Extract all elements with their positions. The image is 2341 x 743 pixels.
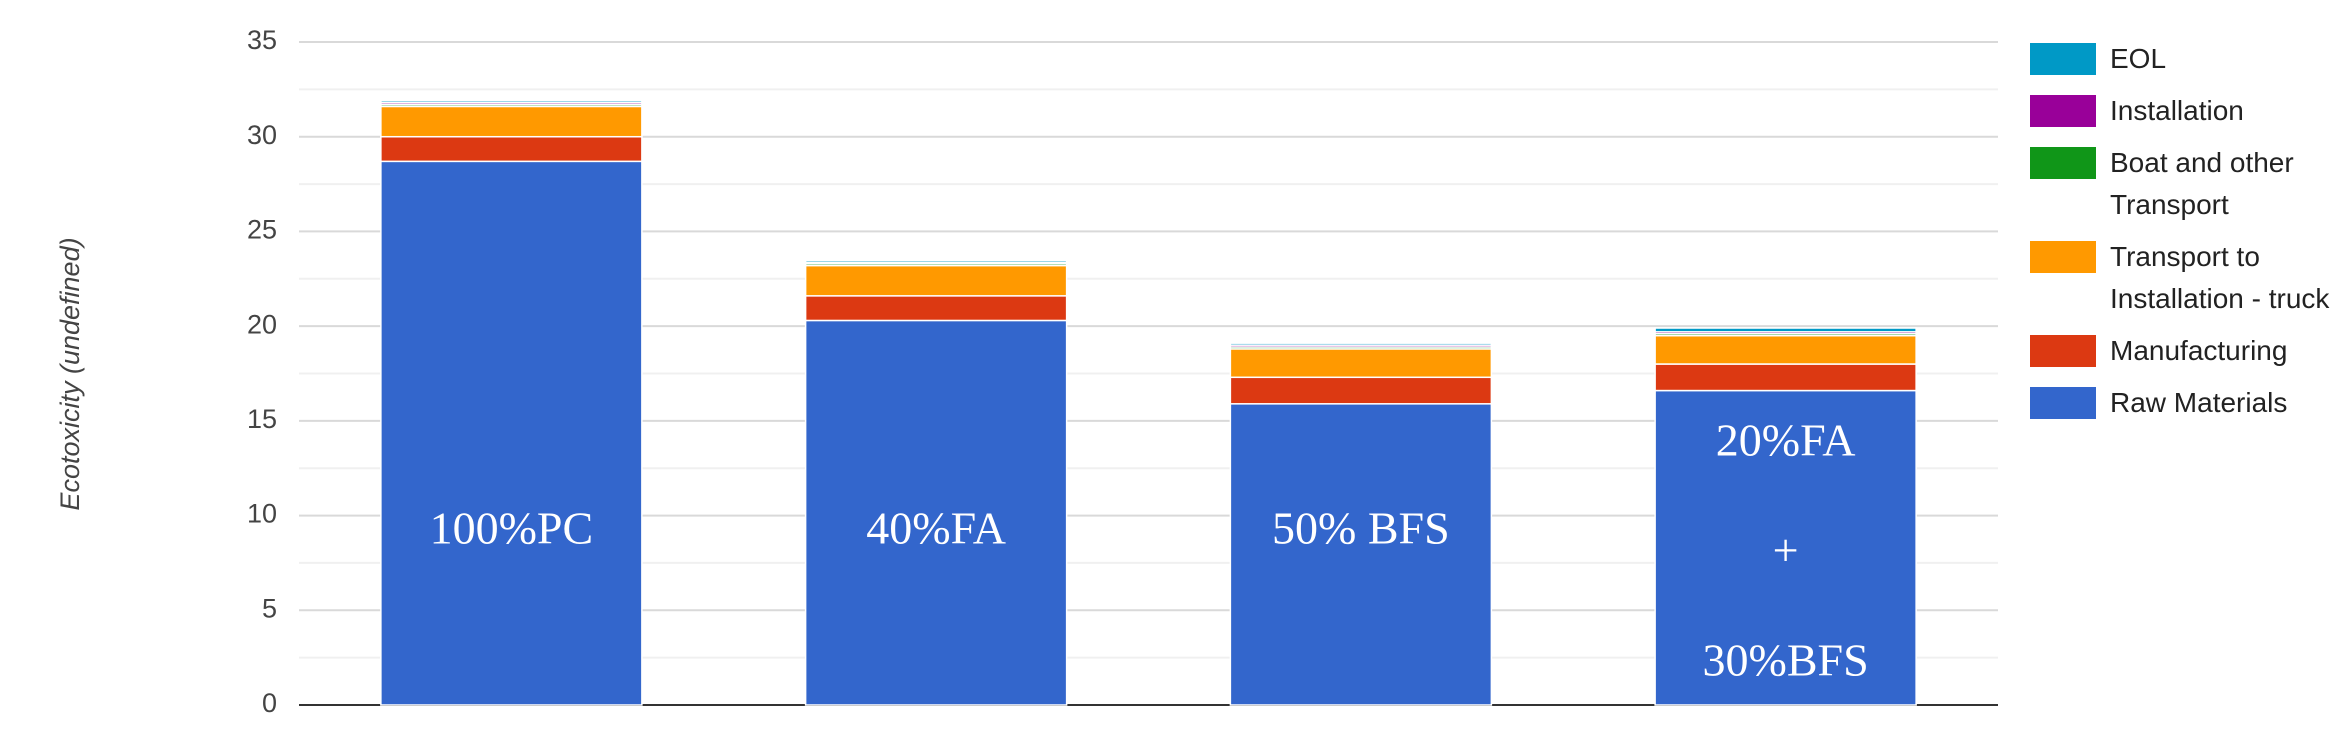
y-tick-label: 30 (247, 120, 277, 150)
legend-item: Installation (2030, 90, 2330, 132)
bar-segment (804, 264, 1068, 297)
bar-segment (1654, 389, 1917, 706)
bar-segment (1229, 403, 1493, 706)
legend-item: Raw Materials (2030, 382, 2330, 424)
legend: EOL Installation Boat and other Transport T… (2030, 38, 2330, 434)
legend-label: Transport to Installation - truck (2110, 241, 2330, 314)
bar-segment (380, 160, 643, 706)
legend-swatch (2030, 43, 2096, 75)
legend-swatch (2030, 387, 2096, 419)
y-tick-label: 20 (247, 309, 277, 339)
legend-label: Raw Materials (2110, 387, 2288, 418)
y-tick-label: 0 (262, 688, 277, 718)
legend-label: EOL (2110, 43, 2167, 74)
bar-label: 100%PC (430, 503, 594, 554)
bar-segment (804, 295, 1068, 322)
bar-segment (804, 260, 1068, 264)
bar-segment (1654, 334, 1917, 365)
legend-swatch (2030, 95, 2096, 127)
bar-segment (380, 135, 643, 163)
bar-segment (804, 319, 1068, 706)
bar-segment (1654, 363, 1917, 392)
legend-label: Manufacturing (2110, 335, 2288, 366)
y-tick-label: 35 (247, 25, 277, 55)
bar-segment (1229, 376, 1493, 405)
bar-label: 20%FA (1716, 415, 1856, 466)
y-tick-label: 10 (247, 499, 277, 529)
bar-segment (380, 99, 643, 104)
legend-swatch (2030, 241, 2096, 273)
legend-swatch (2030, 335, 2096, 367)
legend-label: Boat and other Transport (2110, 147, 2294, 220)
bar-label: 40%FA (866, 503, 1006, 554)
legend-label: Installation (2110, 95, 2244, 126)
bar-segment (1654, 327, 1917, 333)
bar-label: 30%BFS (1703, 635, 1869, 686)
bar-segment (380, 105, 643, 138)
legend-item: Manufacturing (2030, 330, 2330, 372)
bar-segment (1229, 342, 1493, 346)
bar-segment (1229, 348, 1493, 379)
legend-swatch (2030, 147, 2096, 179)
legend-item: EOL (2030, 38, 2330, 80)
y-tick-label: 25 (247, 215, 277, 245)
legend-item: Boat and other Transport (2030, 142, 2330, 226)
bar-label: + (1773, 525, 1799, 576)
y-axis-label: Ecotoxicity (undefined) (55, 237, 85, 510)
legend-item: Transport to Installation - truck (2030, 236, 2330, 320)
bar-label: 50% BFS (1272, 503, 1450, 554)
y-tick-label: 5 (262, 593, 277, 623)
y-tick-label: 15 (247, 404, 277, 434)
